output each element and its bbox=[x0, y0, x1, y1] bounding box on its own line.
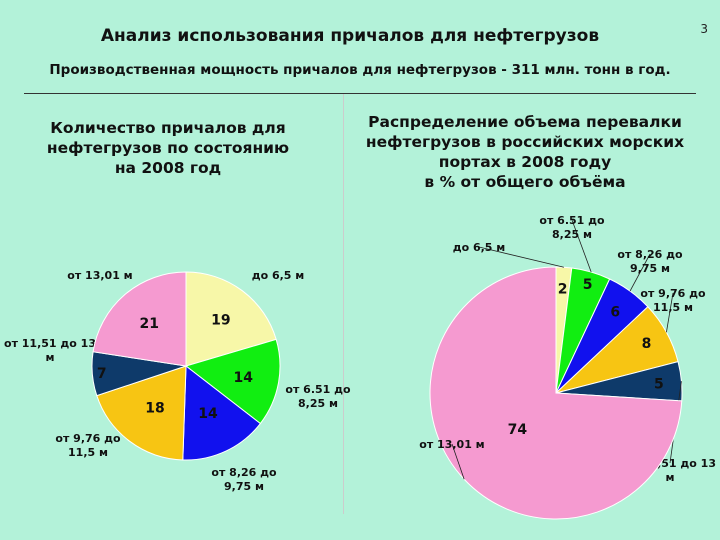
pie1-category-label-2: от 6.51 до 8,25 м bbox=[285, 383, 351, 410]
pie2-value-label-4: 8 bbox=[642, 336, 652, 352]
pie1-value-label-4: 18 bbox=[145, 400, 164, 416]
header-divider bbox=[24, 93, 696, 94]
page-number: 3 bbox=[700, 22, 708, 36]
pie2-value-label-1: 2 bbox=[558, 282, 568, 298]
pie1-slice-2 bbox=[184, 338, 281, 425]
pie1-value-label-5: 7 bbox=[97, 366, 107, 382]
pie1-category-label-1: до 6,5 м bbox=[252, 269, 305, 282]
pie2-category-label-3: от 8,26 до 9,75 м bbox=[617, 248, 683, 275]
pie1-value-label-6: 21 bbox=[140, 316, 159, 332]
pie2-category-label-1: до 6,5 м bbox=[453, 241, 506, 254]
pie2-value-label-3: 6 bbox=[610, 304, 620, 320]
pie2-leader-line-6 bbox=[451, 443, 465, 480]
pie1-value-label-2: 14 bbox=[234, 370, 254, 386]
pie2-category-label-2: от 6.51 до 8,25 м bbox=[539, 214, 605, 241]
pie1-slice-4 bbox=[96, 365, 187, 461]
pie1-value-label-1: 19 bbox=[211, 312, 230, 328]
pie2-value-label-5: 5 bbox=[654, 376, 664, 392]
pie1-category-label-3: от 8,26 до 9,75 м bbox=[211, 466, 277, 493]
pie1-slice-1 bbox=[185, 271, 277, 367]
left-chart-title: Количество причалов для нефтегрузов по с… bbox=[46, 119, 290, 177]
pie1-slice-6 bbox=[92, 271, 187, 367]
pie1-slice-3 bbox=[182, 365, 262, 461]
column-divider bbox=[343, 94, 344, 514]
pie1-category-label-6: от 13,01 м bbox=[67, 269, 132, 282]
pie2-leader-line-4 bbox=[666, 292, 674, 333]
right-chart-title: Распределение объема перевалки нефтегруз… bbox=[365, 113, 685, 191]
page-subtitle: Производственная мощность причалов для н… bbox=[49, 62, 671, 78]
pie1-category-label-5: от 11,51 до 13 м bbox=[4, 337, 96, 364]
pie2-leader-line-3 bbox=[629, 253, 651, 292]
pie2-category-label-4: от 9,76 до 11,5 м bbox=[640, 287, 706, 314]
pie1-category-label-4: от 9,76 до 11,5 м bbox=[55, 432, 121, 459]
pie2-value-label-6: 74 bbox=[508, 422, 528, 438]
pie2-category-label-6: от 13,01 м bbox=[419, 438, 484, 451]
pie1-value-label-3: 14 bbox=[198, 406, 218, 422]
page-title: Анализ использования причалов для нефтег… bbox=[100, 26, 600, 46]
pie2-value-label-2: 5 bbox=[583, 277, 593, 293]
pie2-leader-line-2 bbox=[571, 219, 592, 273]
pie2-leader-line-1 bbox=[478, 246, 565, 268]
